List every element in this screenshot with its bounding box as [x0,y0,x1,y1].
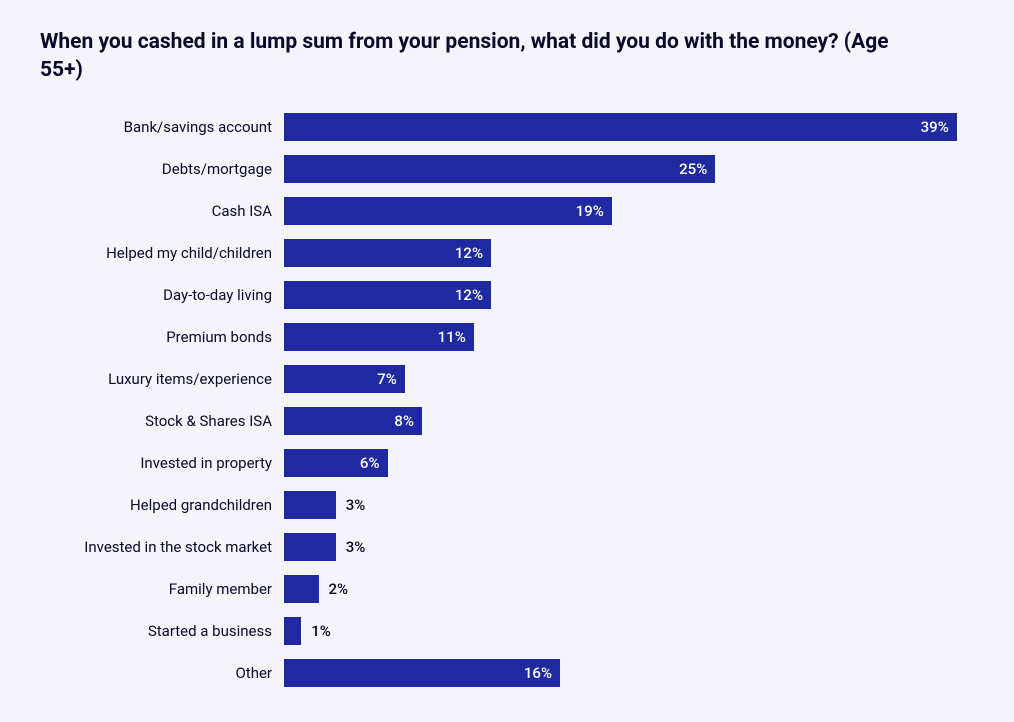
category-label: Helped grandchildren [40,496,284,514]
value-label: 16% [524,664,552,682]
value-label: 7% [377,370,397,388]
category-label: Debts/mortgage [40,160,284,178]
bar-row: Started a business 1% [40,617,974,645]
category-label: Luxury items/experience [40,370,284,388]
value-label: 12% [455,286,483,304]
bar-area: 3% [284,491,974,519]
bar-row: Debts/mortgage 25% [40,155,974,183]
pension-lump-sum-chart: When you cashed in a lump sum from your … [0,0,1014,707]
bar [284,533,336,561]
category-label: Invested in property [40,454,284,472]
bar [284,491,336,519]
value-label: 2% [329,580,349,598]
bar-area: 1% [284,617,974,645]
category-label: Cash ISA [40,202,284,220]
bar [284,575,319,603]
bar [284,617,301,645]
bar-row: Stock & Shares ISA 8% [40,407,974,435]
value-label: 19% [576,202,604,220]
value-label: 3% [346,538,366,556]
bar-area: 6% [284,449,974,477]
bar-row: Invested in the stock market 3% [40,533,974,561]
bar-area: 7% [284,365,974,393]
bar-area: 11% [284,323,974,351]
bar-area: 12% [284,239,974,267]
bar-area: 2% [284,575,974,603]
value-label: 1% [311,622,331,640]
bar-area: 16% [284,659,974,687]
bar-area: 19% [284,197,974,225]
category-label: Helped my child/children [40,244,284,262]
value-label: 11% [438,328,466,346]
bar-rows-container: Bank/savings account 39% Debts/mortgage 25%… [40,113,974,687]
category-label: Day-to-day living [40,286,284,304]
value-label: 25% [679,160,707,178]
bar-row: Cash ISA 19% [40,197,974,225]
category-label: Invested in the stock market [40,538,284,556]
bar-row: Helped my child/children 12% [40,239,974,267]
bar-row: Day-to-day living 12% [40,281,974,309]
bar-area: 12% [284,281,974,309]
bar-row: Bank/savings account 39% [40,113,974,141]
bar-row: Luxury items/experience 7% [40,365,974,393]
bar-row: Premium bonds 11% [40,323,974,351]
bar-row: Invested in property 6% [40,449,974,477]
bar-area: 3% [284,533,974,561]
bar-area: 25% [284,155,974,183]
category-label: Started a business [40,622,284,640]
bar [284,197,612,225]
bar [284,659,560,687]
bar [284,113,957,141]
value-label: 8% [394,412,414,430]
category-label: Bank/savings account [40,118,284,136]
chart-title: When you cashed in a lump sum from your … [40,28,890,85]
category-label: Family member [40,580,284,598]
bar-area: 8% [284,407,974,435]
bar-area: 39% [284,113,974,141]
bar [284,155,715,183]
category-label: Other [40,664,284,682]
bar-row: Family member 2% [40,575,974,603]
value-label: 6% [360,454,380,472]
category-label: Stock & Shares ISA [40,412,284,430]
bar-row: Other 16% [40,659,974,687]
value-label: 3% [346,496,366,514]
category-label: Premium bonds [40,328,284,346]
bar-row: Helped grandchildren 3% [40,491,974,519]
value-label: 12% [455,244,483,262]
value-label: 39% [921,118,949,136]
